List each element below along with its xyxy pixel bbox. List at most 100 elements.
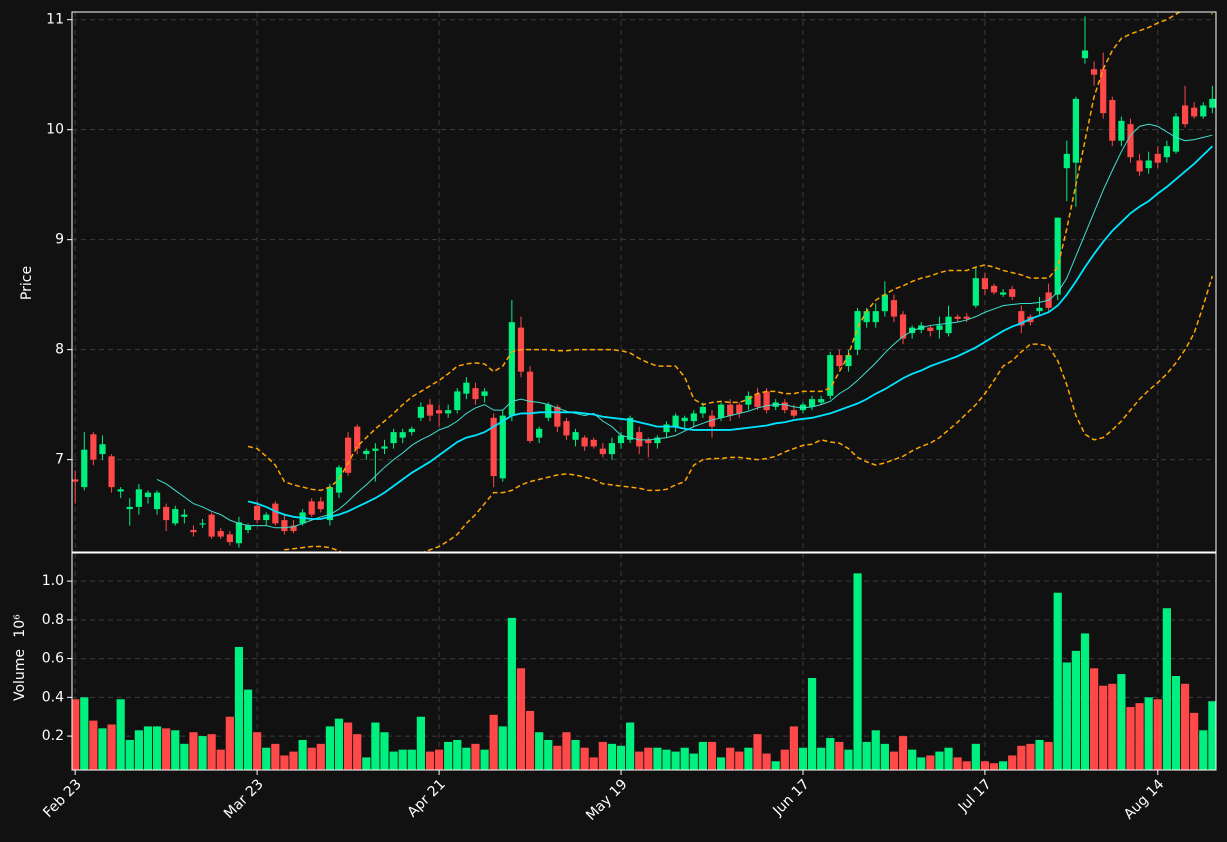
candle-body — [945, 316, 952, 334]
candle-body — [890, 300, 898, 317]
volume-bar — [1035, 739, 1044, 770]
volume-bar — [535, 732, 544, 770]
candle-body — [845, 355, 852, 367]
candle-body — [636, 432, 643, 447]
volume-bar — [198, 736, 207, 770]
candle-body — [108, 456, 115, 488]
indicator-line — [156, 123, 1213, 529]
candle-body — [335, 467, 343, 493]
y-tick-label: 8 — [55, 342, 64, 358]
volume-bar — [1108, 683, 1117, 770]
volume-scale-label: 10⁶ — [12, 614, 28, 638]
candle-body — [372, 448, 379, 451]
candle-body — [1063, 153, 1070, 169]
volume-bar — [271, 743, 280, 770]
volume-bar — [753, 734, 762, 770]
candle-body — [681, 417, 688, 422]
volume-bar — [717, 757, 726, 770]
candle-body — [1200, 105, 1207, 117]
candle-body — [936, 325, 943, 330]
volume-bar — [917, 757, 926, 770]
volume-bar — [225, 716, 234, 770]
indicator-line — [247, 12, 1213, 492]
candle-body — [663, 424, 670, 433]
volume-bar — [471, 743, 480, 770]
candle-body — [872, 311, 879, 323]
candle-body — [254, 505, 261, 521]
candle-body — [654, 437, 661, 444]
volume-bar — [1180, 683, 1190, 770]
candle-body — [126, 506, 133, 510]
candle-body — [708, 415, 716, 427]
candle-body — [317, 501, 324, 510]
volume-bar — [325, 726, 335, 770]
volume-bar — [1135, 703, 1144, 770]
volume-bar — [726, 747, 735, 770]
candle-body — [881, 294, 888, 312]
candle-body — [190, 530, 197, 533]
candle-body — [181, 514, 188, 517]
volume-bar — [1153, 699, 1162, 770]
candle-body — [263, 514, 270, 521]
volume-bar — [334, 718, 344, 770]
volume-bar — [898, 736, 908, 770]
candle-body — [763, 391, 770, 411]
volume-bar — [817, 747, 826, 770]
volume-bar — [871, 730, 880, 770]
volume-bar — [671, 751, 680, 770]
candle-body — [290, 525, 297, 532]
volume-bar — [180, 743, 189, 770]
candle-body — [963, 316, 970, 319]
volume-bar — [953, 757, 962, 770]
volume-bar — [398, 749, 407, 770]
candle-body — [981, 278, 989, 290]
volume-bar — [216, 749, 225, 770]
candle-body — [308, 501, 315, 515]
candle-body — [990, 285, 998, 293]
candle-body — [435, 410, 443, 414]
volume-bar — [980, 761, 990, 770]
volume-bar — [553, 745, 562, 770]
volume-bar — [844, 749, 853, 770]
candle-body — [536, 428, 543, 438]
candle-body — [690, 413, 697, 422]
candle-body — [799, 404, 807, 411]
volume-bar — [607, 743, 617, 770]
volume-bar — [807, 677, 817, 770]
volume-bar — [680, 747, 689, 770]
volume-bar — [480, 749, 489, 770]
candle-body — [217, 531, 224, 537]
volume-bar — [89, 720, 98, 770]
volume-bar — [616, 745, 626, 770]
volume-bar — [152, 726, 162, 770]
volume-bar — [644, 747, 653, 770]
volume-bar — [853, 573, 862, 770]
candle-body — [1118, 120, 1125, 141]
volume-bar — [1089, 668, 1099, 770]
volume-bar — [999, 761, 1008, 770]
candle-body — [672, 415, 679, 427]
volume-bar — [571, 739, 580, 770]
volume-bar — [744, 747, 753, 770]
volume-bar — [562, 732, 571, 770]
candle-body — [754, 393, 761, 407]
volume-bar — [662, 749, 671, 770]
candle-body — [1109, 99, 1116, 141]
volume-bar — [316, 743, 325, 770]
volume-bar — [1053, 592, 1062, 770]
volume-bar — [380, 732, 389, 770]
volume-bar — [862, 741, 871, 770]
candle-body — [426, 404, 434, 416]
candle-body — [1136, 160, 1143, 172]
volume-bar — [1171, 676, 1181, 770]
candle-body — [1154, 153, 1161, 163]
candle-body — [745, 395, 752, 405]
price-frame — [71, 11, 1217, 553]
volume-bar — [544, 739, 553, 770]
candle-body — [499, 415, 506, 479]
candle-body — [927, 327, 934, 331]
volume-bar — [1062, 662, 1071, 770]
volume-bar — [362, 757, 371, 770]
volume-bar — [1099, 685, 1108, 770]
